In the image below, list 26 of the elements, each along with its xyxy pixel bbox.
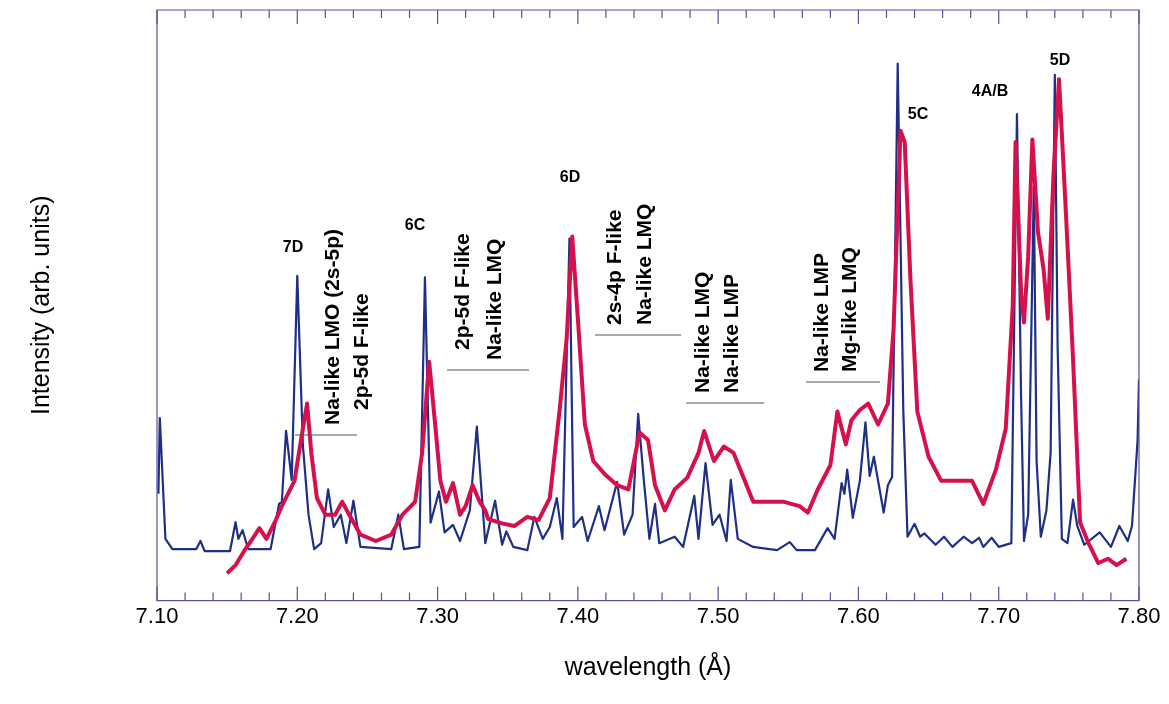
- annotation: Na-like LMQ: [689, 271, 713, 393]
- x-tick-label: 7.40: [556, 602, 600, 628]
- annotation: 4A/B: [971, 82, 1009, 100]
- annotation: Na-like LMO (2s-5p): [319, 228, 343, 425]
- x-tick-label: 7.10: [135, 602, 179, 628]
- y-axis-title: Intensity (arb. units): [25, 195, 54, 416]
- annotation: 2s-4p F-like: [601, 209, 625, 325]
- annotation: Na-like LMP: [718, 273, 742, 393]
- annotation: 2p-5d F-like: [449, 233, 473, 350]
- annotation: Mg-like LMQ: [836, 247, 860, 372]
- annotation: 6D: [559, 168, 581, 186]
- annotation: 6C: [404, 216, 426, 234]
- annotation: 7D: [282, 238, 304, 256]
- x-tick-label: 7.20: [275, 602, 319, 628]
- x-tick-label: 7.60: [837, 602, 880, 628]
- x-tick-label: 7.30: [416, 602, 459, 628]
- annotation: 5D: [1049, 51, 1071, 69]
- annotation: 5C: [907, 105, 929, 123]
- x-tick-label: 7.50: [696, 602, 740, 628]
- x-tick-label: 7.80: [1117, 602, 1161, 628]
- annotation: Na-like LMP: [808, 252, 832, 372]
- annotation: 2p-5d F-like: [348, 293, 372, 410]
- annotation: Na-like LMQ: [631, 203, 655, 325]
- x-axis-title: wavelength (Å): [563, 650, 732, 680]
- annotation: Na-like LMQ: [481, 238, 505, 360]
- x-tick-label: 7.70: [977, 602, 1021, 628]
